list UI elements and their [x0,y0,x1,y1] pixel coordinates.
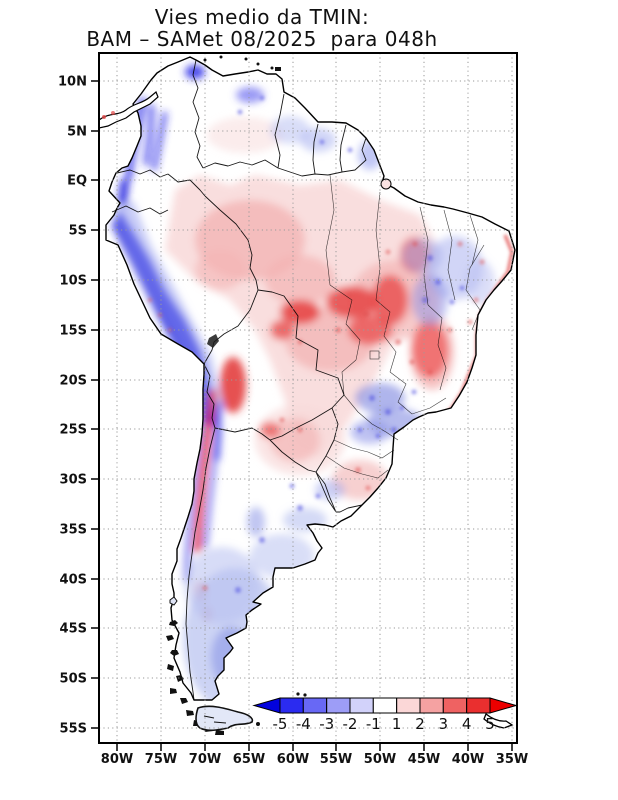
y-tick-label: 10S [60,274,87,289]
figure-title: Vies medio da TMIN: BAM – SAMet 08/2025 … [86,5,437,51]
colorbar-tick: -3 [319,715,334,733]
x-tick-label: 55W [320,752,352,767]
y-tick-label: 15S [60,324,87,339]
colorbar-box [372,697,398,714]
island-dots [203,55,307,697]
colorbar-box [302,697,328,714]
y-axis-labels: 10N 5N EQ 5S 10S 15S 20S 25S 30S 35S 40S… [58,75,87,737]
x-tick-label: 40W [452,752,484,767]
colorbar-tick: 2 [415,715,425,733]
colorbar-tick: 3 [439,715,449,733]
colorbar-box [396,697,421,714]
y-tick-label: EQ [67,174,87,189]
state-borders [325,174,485,479]
colorbar: -5 -4 -3 -2 -1 1 2 3 4 5 [252,697,517,733]
x-tick-label: 80W [101,752,133,767]
y-tick-label: 50S [60,672,87,687]
colorbar-tick: -5 [273,715,288,733]
x-tick-label: 60W [277,752,309,767]
map-area: -5 -4 -3 -2 -1 1 2 3 4 5 [99,53,517,743]
colorbar-tick: 4 [462,715,472,733]
x-tick-label: 50W [364,752,396,767]
colorbar-box [349,697,374,714]
map-frame [98,52,518,744]
colorbar-tick: 5 [485,715,495,733]
marajo-island [380,178,392,190]
south-georgia-island [483,712,514,729]
axis-ticks [91,80,513,751]
colorbar-tick: -1 [366,715,381,733]
x-axis-labels: 80W 75W 70W 65W 60W 55W 50W 45W 40W 35W [101,752,528,767]
title-line-2: BAM – SAMet 08/2025 para 048h [86,27,437,51]
x-tick-label: 35W [496,752,528,767]
colorbar-tick: 1 [392,715,402,733]
colorbar-box [419,697,444,714]
y-tick-label: 5N [67,125,87,140]
x-tick-label: 75W [145,752,177,767]
central-america [99,91,159,129]
x-tick-label: 65W [233,752,265,767]
y-tick-label: 30S [60,473,87,488]
lake-titicaca [207,334,219,348]
y-tick-label: 40S [60,573,87,588]
colorbar-box [326,697,351,714]
colorbar-above-arrow [489,697,517,714]
colorbar-box [466,697,491,714]
colorbar-box [279,697,304,714]
colorbar-tick: -2 [343,715,358,733]
y-tick-label: 55S [60,722,87,737]
title-line-1: Vies medio da TMIN: [155,5,369,29]
y-tick-label: 35S [60,523,87,538]
x-tick-label: 45W [408,752,440,767]
country-borders [111,59,367,701]
colorbar-box [442,697,468,714]
colorbar-tick: -4 [296,715,311,733]
y-tick-label: 20S [60,374,87,389]
y-tick-label: 5S [69,224,87,239]
bias-field [110,65,514,700]
y-tick-label: 45S [60,622,87,637]
x-tick-label: 70W [189,752,221,767]
y-tick-label: 25S [60,423,87,438]
colorbar-tick-labels: -5 -4 -3 -2 -1 1 2 3 4 5 [273,715,495,733]
fjords-tierra-del-fuego [166,596,514,735]
y-tick-label: 10N [58,75,87,90]
